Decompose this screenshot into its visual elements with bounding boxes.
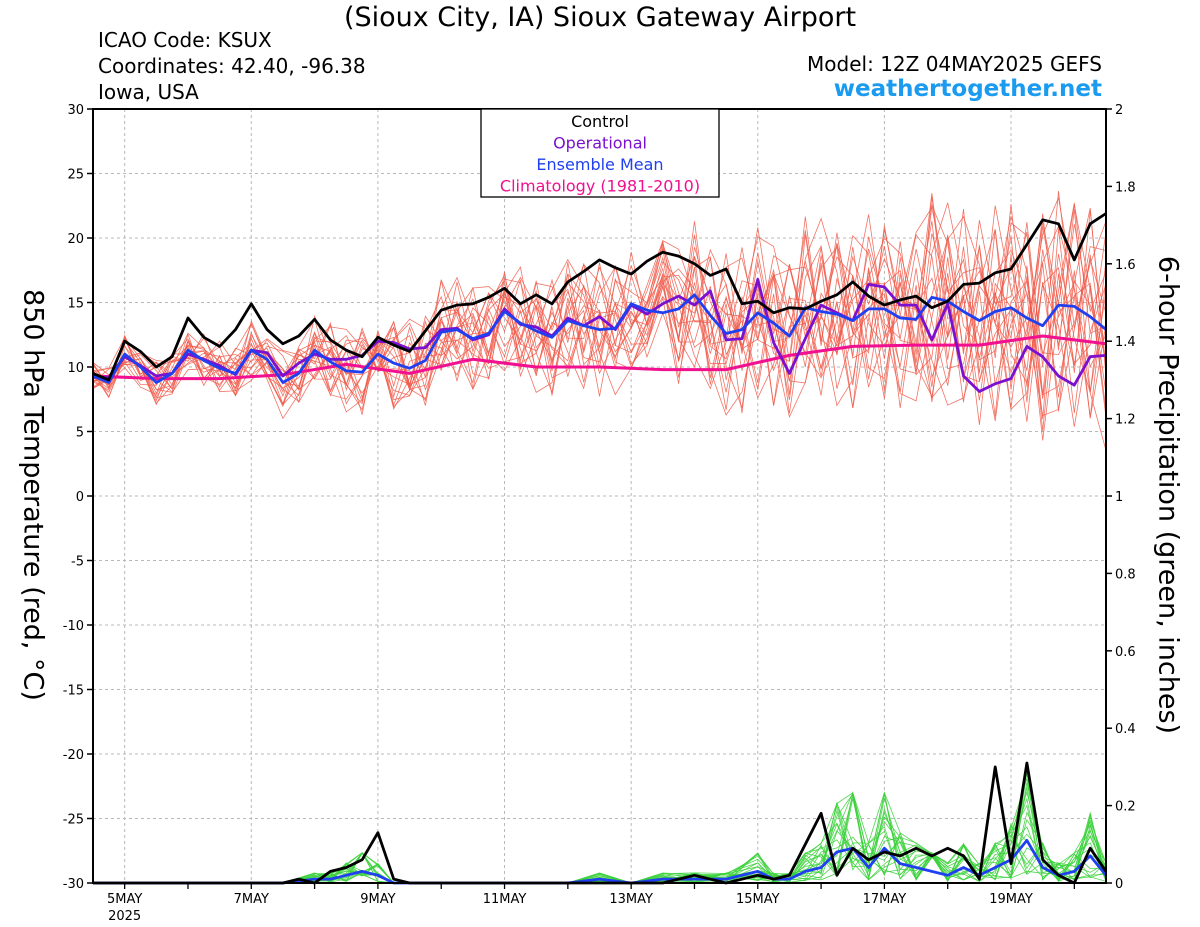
x-tick-sublabel: 2025 xyxy=(108,909,141,924)
page-title: (Sioux City, IA) Sioux Gateway Airport xyxy=(343,2,857,33)
y-tick-label: -5 xyxy=(71,555,84,570)
y-tick-label: -15 xyxy=(63,684,84,699)
legend-box xyxy=(480,108,720,198)
precip-member-line xyxy=(93,797,1107,884)
y2-tick-label: 0 xyxy=(1115,877,1123,892)
y2-tick-label: 2 xyxy=(1115,103,1123,118)
legend-entry: Climatology (1981-2010) xyxy=(500,177,700,196)
axis-ticks: 302520151050-5-10-15-20-25-3021.81.61.41… xyxy=(63,103,1136,924)
precip-member-line xyxy=(93,791,1107,884)
legend-entry: Ensemble Mean xyxy=(536,155,663,174)
x-tick-label: 9MAY xyxy=(360,892,395,907)
legend-entry: Operational xyxy=(553,134,647,153)
y-tick-label: 10 xyxy=(67,361,84,376)
x-tick-label: 13MAY xyxy=(609,892,653,907)
x-tick-label: 15MAY xyxy=(736,892,780,907)
x-tick-label: 11MAY xyxy=(483,892,527,907)
y2-tick-label: 1.6 xyxy=(1115,258,1136,273)
legend-entry: Control xyxy=(571,112,629,131)
series-temp-control xyxy=(92,212,1107,382)
x-tick-label: 7MAY xyxy=(234,892,269,907)
coordinates: Coordinates: 42.40, -96.38 xyxy=(98,54,366,78)
y2-tick-label: 0.6 xyxy=(1115,645,1136,660)
legend: Control Operational Ensemble Mean Climatolo… xyxy=(480,108,720,198)
y-tick-label: -10 xyxy=(63,619,84,634)
y2-tick-label: 0.2 xyxy=(1115,800,1136,815)
temp-member-line xyxy=(92,196,1107,432)
y-tick-label: 25 xyxy=(67,168,84,183)
site-link[interactable]: weathertogether.net xyxy=(833,76,1102,102)
y2-tick-label: 0.4 xyxy=(1115,722,1136,737)
precip-member-line xyxy=(93,772,1107,884)
grid xyxy=(93,109,1106,883)
y2-tick-label: 1 xyxy=(1115,490,1123,505)
y2-tick-label: 0.8 xyxy=(1115,567,1136,582)
x-tick-label: 5MAY xyxy=(107,892,142,907)
y-tick-label: -20 xyxy=(63,748,84,763)
series-temp-operational xyxy=(93,277,1107,393)
icao-code: ICAO Code: KSUX xyxy=(98,28,272,52)
series-temp-ensemble-mean xyxy=(92,293,1107,384)
temp-member-line xyxy=(92,205,1107,411)
temp-member-line xyxy=(92,224,1107,417)
series-precip-ensemble-mean xyxy=(93,839,1108,885)
region: Iowa, USA xyxy=(98,80,199,104)
y-tick-label: 30 xyxy=(67,103,84,118)
x-tick-label: 17MAY xyxy=(863,892,907,907)
y-tick-label: -30 xyxy=(63,877,84,892)
y2-tick-label: 1.8 xyxy=(1115,180,1136,195)
y-tick-label: 15 xyxy=(67,297,84,312)
x-tick-label: 19MAY xyxy=(989,892,1033,907)
y-tick-label: 5 xyxy=(76,426,84,441)
y-tick-label: 20 xyxy=(67,232,84,247)
y-tick-label: 0 xyxy=(76,490,84,505)
series-temp-climatology-1981-2010 xyxy=(92,334,1107,381)
model-run: Model: 12Z 04MAY2025 GEFS xyxy=(807,52,1102,76)
y2-tick-label: 1.2 xyxy=(1115,413,1136,428)
y2-tick-label: 1.4 xyxy=(1115,335,1136,350)
y-tick-label: -25 xyxy=(63,813,84,828)
